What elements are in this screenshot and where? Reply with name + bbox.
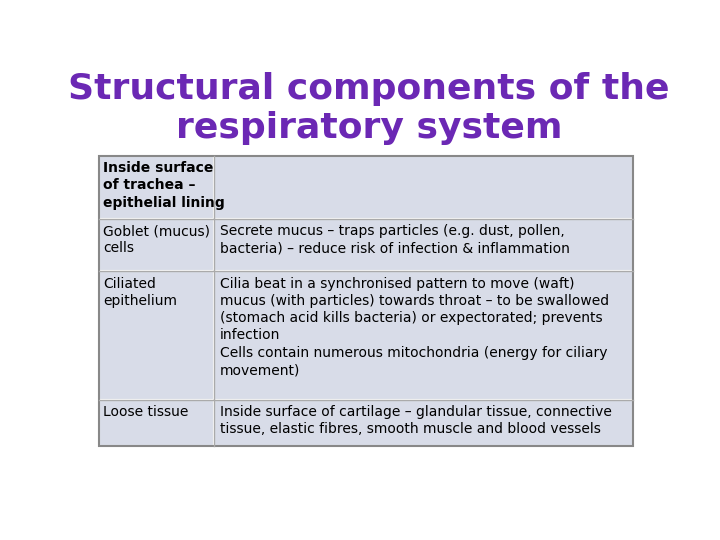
Text: Inside surface of cartilage – glandular tissue, connective
tissue, elastic fibre: Inside surface of cartilage – glandular …	[220, 405, 612, 436]
Text: Ciliated
epithelium: Ciliated epithelium	[103, 276, 177, 308]
Bar	[99, 156, 632, 446]
Text: Cilia beat in a synchronised pattern to move (waft)
mucus (with particles) towar: Cilia beat in a synchronised pattern to …	[220, 276, 609, 377]
Text: Secrete mucus – traps particles (e.g. dust, pollen,
bacteria) – reduce risk of i: Secrete mucus – traps particles (e.g. du…	[220, 224, 570, 255]
Text: Structural components of the
respiratory system: Structural components of the respiratory…	[68, 72, 670, 145]
Text: Loose tissue: Loose tissue	[103, 405, 189, 419]
Bar	[214, 271, 632, 400]
Bar	[99, 219, 214, 271]
Text: Goblet (mucus)
cells: Goblet (mucus) cells	[103, 224, 210, 255]
Bar	[99, 271, 214, 400]
Bar	[99, 400, 214, 446]
Bar	[214, 219, 632, 271]
Bar	[214, 156, 632, 219]
Bar	[99, 156, 214, 219]
Bar	[214, 400, 632, 446]
Text: Inside surface
of trachea –
epithelial lining: Inside surface of trachea – epithelial l…	[103, 161, 225, 210]
